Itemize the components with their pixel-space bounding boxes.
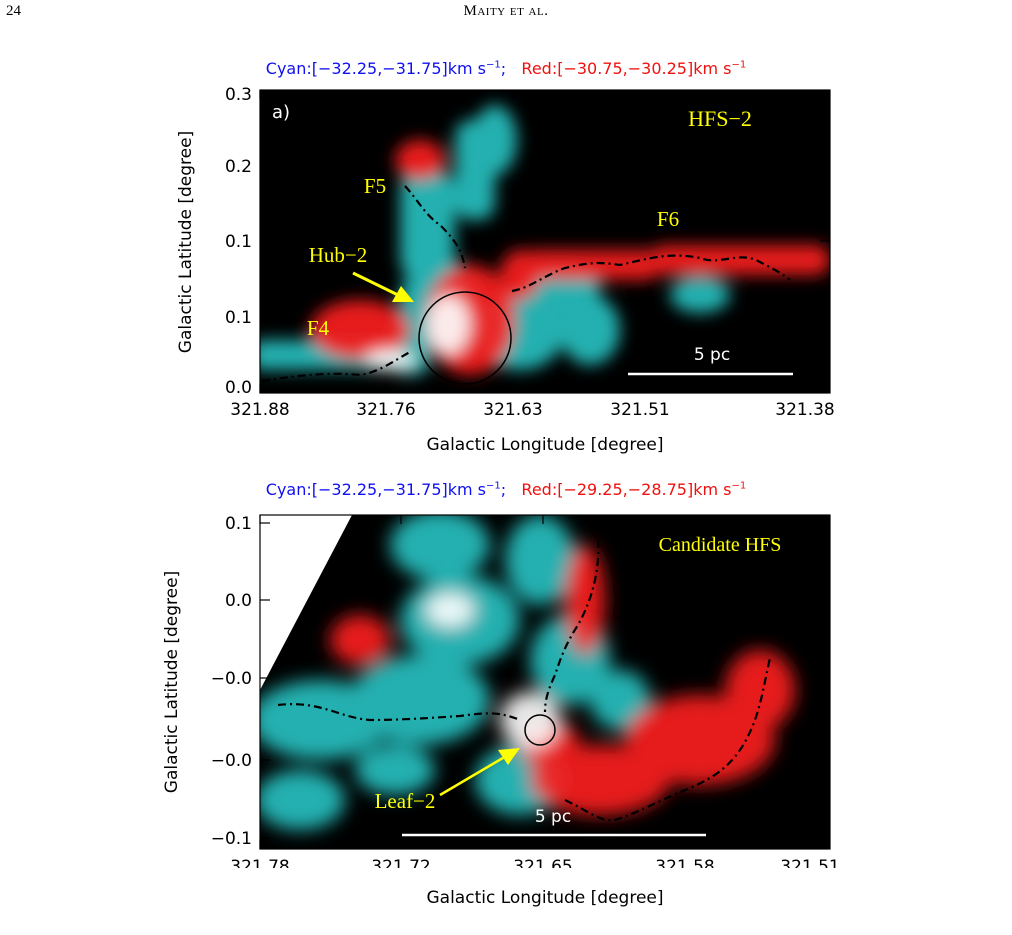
unit-superscript: −1	[486, 480, 501, 492]
feature-label-f5: F5	[364, 174, 386, 198]
y-tick-label: 0.2	[225, 157, 252, 177]
y-axis-label: Galactic Latitude [degree]	[162, 570, 182, 794]
running-head: Maity et al.	[463, 3, 549, 19]
pointer-arrow	[439, 748, 520, 797]
y-tick-label: 0.1	[225, 308, 252, 328]
y-ticks	[260, 93, 830, 390]
x-tick-label: 321.51	[780, 857, 839, 868]
red-range-label: Red:[−30.75,−30.25]km s	[521, 59, 732, 78]
plot-frame	[259, 514, 831, 850]
y-tick-label: 0.0	[225, 591, 252, 611]
y-axis-label: Galactic Latitude [degree]	[176, 130, 196, 354]
feature-label-f6: F6	[657, 207, 679, 231]
x-tick-label: 321.63	[483, 400, 542, 420]
y-tick-label: 0.3	[225, 85, 252, 105]
x-tick-label: 321.58	[655, 857, 714, 868]
y-tick-label: −0.0	[211, 751, 252, 771]
x-ticks	[259, 90, 768, 393]
y-tick-label: −0.0	[211, 669, 252, 689]
hub-circle	[418, 291, 512, 385]
panel-title: HFS−2	[688, 106, 752, 131]
red-emission	[330, 545, 795, 815]
velocity-label-b: Cyan:[−32.25,−31.75]km s−1; Red:[−29.25,…	[265, 480, 747, 499]
cyan-range-label: Cyan:[−32.25,−31.75]km s	[265, 59, 487, 78]
x-axis-label: Galactic Longitude [degree]	[426, 888, 664, 908]
filament-spines	[277, 539, 772, 822]
y-tick-label: 0.1	[225, 514, 252, 534]
y-tick-label: 0.0	[225, 378, 252, 398]
page-number: 24	[6, 3, 21, 19]
filament-spines	[261, 185, 791, 383]
scale-bar-label: 5 pc	[694, 345, 730, 365]
x-tick-label: 321.51	[610, 400, 669, 420]
x-tick-label: 321.76	[356, 400, 415, 420]
no-data-region	[260, 515, 352, 690]
feature-label-hub: Hub−2	[309, 243, 368, 267]
x-tick-label: 321.78	[230, 857, 289, 868]
y-ticks	[260, 522, 830, 839]
panel-label: a)	[272, 102, 290, 123]
feature-label-f4: F4	[307, 316, 330, 340]
panel-title: Candidate HFS	[659, 534, 782, 556]
pointer-arrow	[352, 271, 414, 302]
unit-superscript: −1	[486, 59, 501, 71]
x-tick-label: 321.65	[513, 857, 572, 868]
panel-a-image: 5 pc a) HFS−2 F5 F6 Hub−2 F4 321.88 321.…	[225, 85, 835, 420]
x-tick-label: 321.72	[371, 857, 430, 868]
x-tick-label: 321.38	[775, 400, 834, 420]
velocity-label-a: Cyan:[−32.25,−31.75]km s−1; Red:[−30.75,…	[265, 59, 747, 78]
panel-label: b)	[272, 539, 290, 560]
x-axis-label: Galactic Longitude [degree]	[426, 435, 664, 455]
overlap-white	[425, 592, 560, 748]
cyan-range-label: Cyan:[−32.25,−31.75]km s	[265, 480, 487, 499]
unit-superscript: −1	[731, 480, 747, 492]
red-range-label: Red:[−29.25,−28.75]km s	[521, 480, 732, 499]
y-tick-label: −0.1	[211, 829, 252, 849]
leaf-circle	[524, 714, 556, 746]
panel-b-image: 5 pc b) Candidate HFS Leaf−2 321.78 321.…	[211, 514, 840, 868]
unit-superscript: −1	[731, 59, 747, 71]
x-tick-label: 321.88	[230, 400, 289, 420]
scale-bar-label: 5 pc	[535, 807, 571, 827]
feature-label-leaf: Leaf−2	[375, 789, 436, 813]
y-tick-label: 0.1	[225, 232, 252, 252]
